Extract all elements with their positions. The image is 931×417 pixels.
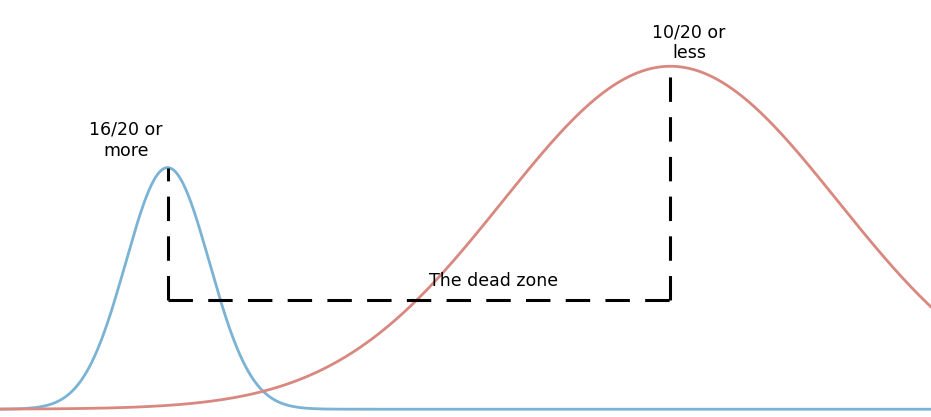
Text: 16/20 or
more: 16/20 or more — [89, 121, 162, 160]
Text: The dead zone: The dead zone — [429, 272, 558, 290]
Text: 10/20 or
less: 10/20 or less — [653, 23, 725, 63]
